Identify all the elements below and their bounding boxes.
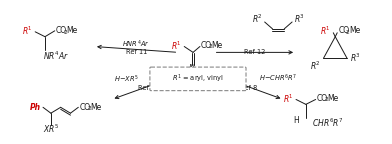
Text: Me: Me bbox=[327, 94, 339, 103]
Text: Me: Me bbox=[90, 103, 102, 112]
Text: $R^2$: $R^2$ bbox=[310, 60, 321, 72]
Text: Ref 8: Ref 8 bbox=[240, 85, 258, 91]
Text: $R^1$: $R^1$ bbox=[321, 25, 331, 37]
Text: CO: CO bbox=[56, 26, 67, 35]
Text: 2: 2 bbox=[346, 30, 350, 35]
Text: Me: Me bbox=[67, 26, 78, 35]
Text: $R^1$: $R^1$ bbox=[22, 25, 33, 37]
Text: 2: 2 bbox=[64, 30, 67, 35]
Text: CO: CO bbox=[79, 103, 91, 112]
Text: $NR^4Ar$: $NR^4Ar$ bbox=[43, 49, 69, 61]
Text: $R^2$: $R^2$ bbox=[252, 13, 263, 25]
Text: $HNR^4Ar$: $HNR^4Ar$ bbox=[122, 39, 150, 50]
Text: Me: Me bbox=[212, 41, 223, 50]
Text: $H\!-\!CHR^6R^7$: $H\!-\!CHR^6R^7$ bbox=[259, 72, 297, 84]
Text: 2: 2 bbox=[325, 97, 328, 102]
Text: $R^1$: $R^1$ bbox=[283, 92, 294, 105]
FancyBboxPatch shape bbox=[150, 67, 246, 91]
Text: $N_2$: $N_2$ bbox=[188, 63, 198, 75]
Text: $R^1$ = aryl, vinyl: $R^1$ = aryl, vinyl bbox=[172, 73, 224, 85]
Text: Ref 11: Ref 11 bbox=[125, 49, 147, 55]
Text: $R^1$: $R^1$ bbox=[171, 39, 182, 52]
Text: Ref 15: Ref 15 bbox=[138, 85, 160, 91]
Text: $R^3$: $R^3$ bbox=[350, 52, 361, 65]
Text: 2: 2 bbox=[209, 44, 212, 50]
Text: Ref 12: Ref 12 bbox=[244, 49, 265, 55]
Text: $H\!-\!XR^5$: $H\!-\!XR^5$ bbox=[114, 74, 139, 86]
Text: CO: CO bbox=[201, 41, 212, 50]
Text: Me: Me bbox=[349, 26, 360, 35]
Text: 2: 2 bbox=[87, 106, 91, 111]
Text: H: H bbox=[293, 115, 299, 125]
Text: Ph: Ph bbox=[30, 103, 41, 112]
Text: CO: CO bbox=[338, 26, 349, 35]
Text: CO: CO bbox=[317, 94, 328, 103]
Text: $XR^5$: $XR^5$ bbox=[43, 123, 59, 135]
Text: $R^3$: $R^3$ bbox=[294, 13, 305, 25]
Text: $CHR^6R^7$: $CHR^6R^7$ bbox=[312, 117, 343, 129]
